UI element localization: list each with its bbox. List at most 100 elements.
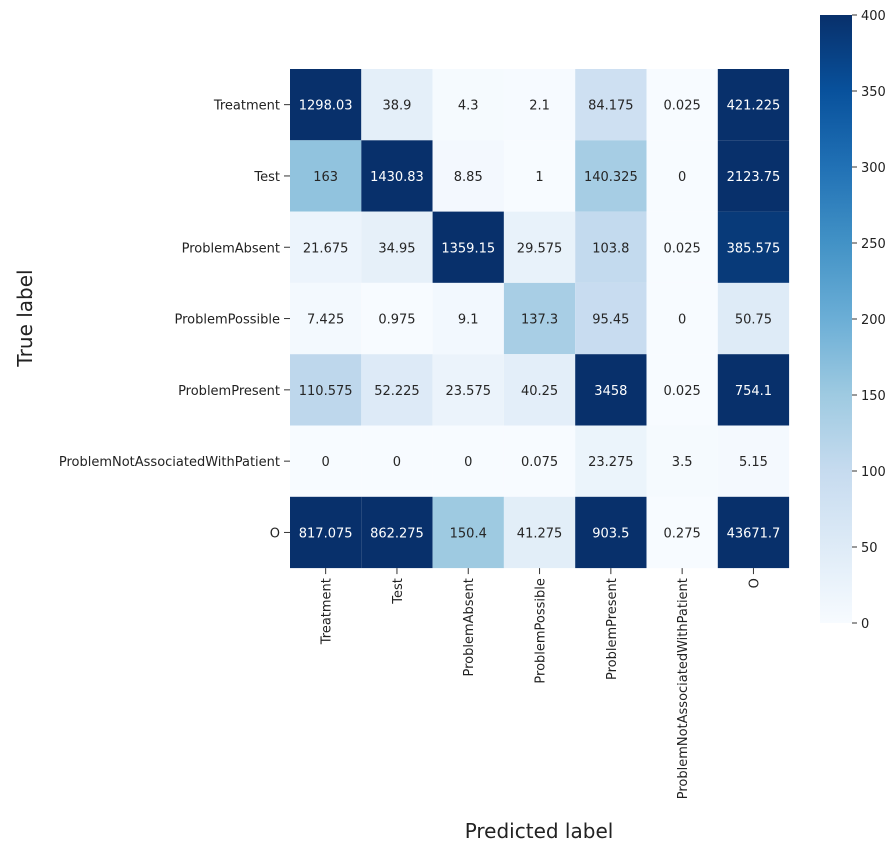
x-tick-label: Test: [391, 578, 406, 605]
heatmap-cell: [503, 69, 576, 141]
heatmap-cell-label: 29.575: [517, 241, 563, 256]
heatmap-cell: [361, 211, 433, 283]
x-tick-labels: Treatment Test ProblemAbsent ProblemPossibl…: [320, 568, 762, 799]
y-tick-label: ProblemPossible: [175, 313, 281, 328]
heatmap-cell: [432, 425, 504, 497]
heatmap-cell-label: 8.85: [454, 170, 483, 185]
heatmap-cell-label: 862.275: [370, 526, 424, 541]
y-tick-label: O: [270, 526, 280, 541]
heatmap-cell-label: 3458: [594, 384, 627, 399]
heatmap-cell: [646, 69, 718, 141]
heatmap-cell: [361, 496, 433, 569]
heatmap-cell-label: 84.175: [588, 99, 634, 114]
heatmap-cell-label: 1430.83: [370, 170, 424, 185]
heatmap-cell-label: 7.425: [307, 313, 344, 328]
colorbar: 0 50 100 150 200 250 300 350 400: [820, 9, 886, 632]
heatmap-cell: [575, 211, 647, 283]
heatmap-cell-label: 95.45: [592, 313, 629, 328]
heatmap-cell: [290, 282, 362, 355]
heatmap-cell-label: 150.4: [450, 526, 487, 541]
heatmap-cell: [646, 354, 718, 426]
heatmap-cell-label: 34.95: [378, 241, 415, 256]
heatmap-cell: [290, 211, 362, 283]
heatmap-cell-label: 2123.75: [727, 170, 781, 185]
heatmap-cell-label: 110.575: [299, 384, 353, 399]
heatmap-cell-label: 1359.15: [441, 241, 495, 256]
heatmap-cell-label: 0: [678, 170, 686, 185]
heatmap-cell-label: 0.075: [521, 455, 558, 470]
heatmap-cell-label: 0.025: [664, 241, 701, 256]
heatmap-cell: [575, 282, 647, 355]
heatmap-cell: [503, 354, 576, 426]
y-tick-label: ProblemPresent: [178, 384, 280, 399]
heatmap-cell-label: 137.3: [521, 313, 558, 328]
heatmap-cell-label: 0: [393, 455, 401, 470]
heatmap-cell: [646, 496, 718, 569]
heatmap-cell: [432, 496, 504, 569]
heatmap-cell-label: 0.025: [664, 384, 701, 399]
colorbar-tick-label: 250: [861, 237, 886, 252]
heatmap-cell-label: 2.1: [529, 99, 550, 114]
y-tick-labels: Treatment Test ProblemAbsent ProblemPossibl…: [59, 99, 290, 541]
colorbar-tick-label: 150: [861, 389, 886, 404]
heatmap-cell-label: 41.275: [517, 526, 563, 541]
heatmap-cell: [717, 69, 790, 141]
heatmap-cell: [575, 425, 647, 497]
heatmap-cell-label: 0: [464, 455, 472, 470]
heatmap-cell: [432, 282, 504, 355]
heatmap-cell: [361, 69, 433, 141]
colorbar-tick-label: 400: [861, 9, 886, 24]
heatmap-cell: [361, 354, 433, 426]
x-tick-label: ProblemNotAssociatedWithPatient: [676, 578, 691, 799]
heatmap-cell-label: 23.575: [446, 384, 492, 399]
heatmap-cell-label: 0: [678, 313, 686, 328]
heatmap-cell: [575, 496, 647, 569]
y-axis-label: True label: [13, 269, 37, 367]
heatmap-cell-label: 0.025: [664, 99, 701, 114]
heatmap-cell-label: 0: [322, 455, 330, 470]
heatmap-cell: [717, 496, 790, 569]
heatmap-cell-label: 385.575: [727, 241, 781, 256]
colorbar-tick-label: 0: [861, 617, 869, 632]
y-tick-label: ProblemNotAssociatedWithPatient: [59, 455, 280, 470]
heatmap-cell: [361, 425, 433, 497]
heatmap-cell: [432, 69, 504, 141]
heatmap-cell: [503, 211, 576, 283]
heatmap-cell-label: 903.5: [592, 526, 629, 541]
y-tick-label: ProblemAbsent: [182, 241, 280, 256]
heatmap-cell-label: 754.1: [735, 384, 772, 399]
heatmap-cell: [361, 282, 433, 355]
heatmap-cell-label: 163: [313, 170, 338, 185]
heatmap-cell: [503, 496, 576, 569]
y-tick-label: Test: [253, 170, 280, 185]
heatmap-cell-label: 38.9: [382, 99, 411, 114]
colorbar-tick-label: 100: [861, 465, 886, 480]
heatmap-cell: [432, 140, 504, 212]
heatmap-cell: [575, 354, 647, 426]
heatmap-cells: [290, 69, 790, 569]
heatmap-cell: [290, 354, 362, 426]
heatmap-cell: [290, 496, 362, 569]
heatmap-cell-label: 4.3: [458, 99, 479, 114]
heatmap-cell-label: 103.8: [592, 241, 629, 256]
heatmap-cell: [717, 140, 790, 212]
heatmap-cell: [503, 425, 576, 497]
heatmap-cell-label: 50.75: [735, 313, 772, 328]
heatmap-cell: [432, 211, 504, 283]
heatmap-cell-label: 140.325: [584, 170, 638, 185]
colorbar-tick-label: 50: [861, 541, 878, 556]
heatmap-cell-label: 1: [535, 170, 543, 185]
heatmap-cell: [361, 140, 433, 212]
heatmap-cell: [717, 354, 790, 426]
colorbar-tick-label: 350: [861, 85, 886, 100]
heatmap-cell: [290, 425, 362, 497]
heatmap-cell: [646, 282, 718, 355]
heatmap-cell-label: 3.5: [672, 455, 693, 470]
colorbar-ticks: 0 50 100 150 200 250 300 350 400: [852, 9, 886, 632]
colorbar-tick-label: 200: [861, 313, 886, 328]
heatmap-cell: [717, 282, 790, 355]
heatmap-cell: [717, 211, 790, 283]
heatmap-cell-label: 21.675: [303, 241, 349, 256]
